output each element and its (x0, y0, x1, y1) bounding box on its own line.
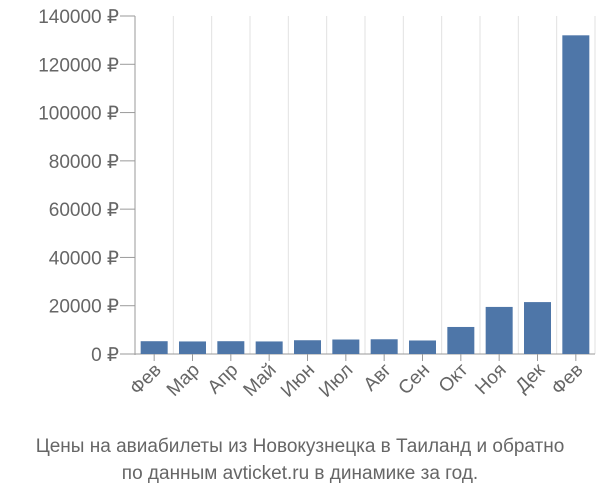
y-tick-label: 120000 ₽ (38, 55, 119, 76)
x-tick-label: Июл (315, 360, 357, 402)
x-tick-label: Апр (204, 360, 243, 399)
bar (255, 341, 283, 354)
price-bar-chart: 0 ₽ 20000 ₽ 40000 ₽ 60000 ₽ 80000 ₽ 100000 ₽ 1… (38, 7, 596, 402)
grid-lines (134, 16, 596, 354)
y-tick-label: 100000 ₽ (38, 104, 119, 125)
bar (332, 339, 360, 354)
bars (140, 35, 590, 355)
y-tick-label: 140000 ₽ (38, 7, 119, 28)
x-tick-label: Май (240, 360, 281, 401)
chart-caption-line-2: по данным avticket.ru в динамике за год. (121, 463, 479, 484)
x-tick-label: Окт (435, 359, 473, 397)
x-tick-label: Ноя (471, 360, 510, 399)
bar (562, 35, 590, 355)
x-tick-label: Авг (360, 360, 396, 396)
bar (524, 302, 551, 354)
bar (485, 306, 513, 354)
y-axis-tick-labels: 0 ₽ 20000 ₽ 40000 ₽ 60000 ₽ 80000 ₽ 100000 ₽ 1… (38, 7, 135, 366)
x-tick-label: Мар (163, 360, 204, 401)
bar (409, 340, 436, 354)
x-tick-label: Фев (126, 360, 166, 400)
bar (370, 339, 398, 354)
chart-caption-line-1: Цены на авиабилеты из Новокузнецка в Таи… (35, 436, 565, 457)
y-tick-label: 80000 ₽ (49, 152, 119, 173)
x-tick-label: Сен (395, 360, 434, 399)
x-tick-label: Фев (548, 360, 588, 400)
x-tick-label: Июн (277, 360, 319, 402)
bar (140, 341, 168, 354)
bar (179, 341, 206, 354)
y-tick-label: 60000 ₽ (49, 200, 119, 221)
bar (217, 341, 245, 354)
y-tick-label: 40000 ₽ (49, 248, 119, 269)
y-tick-label: 0 ₽ (91, 345, 119, 366)
bar (447, 326, 475, 354)
axes (120, 16, 595, 355)
y-tick-label: 20000 ₽ (49, 297, 119, 318)
bar (294, 340, 321, 354)
x-tick-label: Дек (512, 359, 550, 397)
